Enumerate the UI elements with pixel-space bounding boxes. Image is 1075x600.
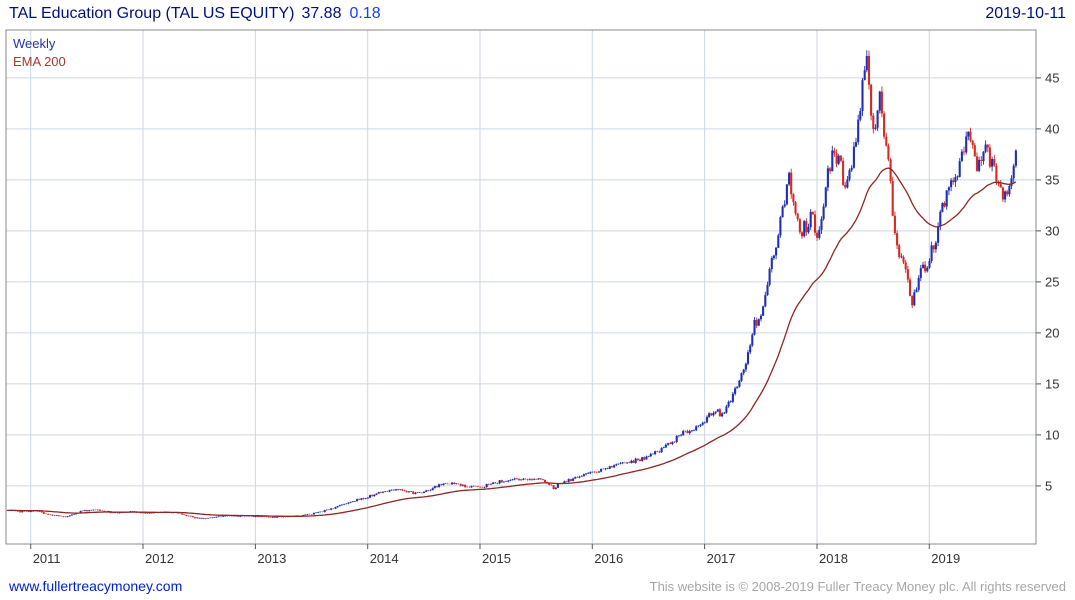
chart-date: 2019-10-11 xyxy=(985,5,1066,22)
y-axis-label: 10 xyxy=(1045,427,1059,442)
page-footer: www.fullertreacymoney.com This website i… xyxy=(0,572,1075,600)
x-axis-label: 2012 xyxy=(145,551,174,566)
copyright-text: This website is © 2008-2019 Fuller Treac… xyxy=(649,578,1066,594)
x-axis-label: 2015 xyxy=(482,551,511,566)
x-axis-label: 2016 xyxy=(594,551,623,566)
x-axis-label: 2011 xyxy=(33,551,61,566)
chart-header: TAL Education Group (TAL US EQUITY) 37.88… xyxy=(0,0,1075,28)
y-axis-label: 5 xyxy=(1045,478,1052,493)
y-axis-label: 40 xyxy=(1045,121,1059,136)
last-price: 37.88 xyxy=(301,5,342,22)
y-axis-label: 15 xyxy=(1045,376,1059,391)
chart-area[interactable]: 5 10 15 20 25 30 35 40 45 2011 2012 2013 2014 2015 201… xyxy=(0,28,1075,572)
price-change: 0.18 xyxy=(349,5,381,22)
x-axis-label: 2014 xyxy=(370,551,399,566)
y-axis-label: 25 xyxy=(1045,274,1059,289)
x-axis-label: 2017 xyxy=(707,551,736,566)
x-axis-label: 2013 xyxy=(257,551,286,566)
x-axis-label: 2019 xyxy=(931,551,960,566)
instrument-title: TAL Education Group (TAL US EQUITY) xyxy=(9,5,295,22)
y-axis-label: 30 xyxy=(1045,223,1059,238)
site-link[interactable]: www.fullertreacymoney.com xyxy=(9,578,183,594)
y-axis-label: 35 xyxy=(1045,172,1059,187)
y-axis-label: 45 xyxy=(1045,70,1059,85)
instrument-heading: TAL Education Group (TAL US EQUITY) 37.88… xyxy=(9,5,381,23)
x-axis-label: 2018 xyxy=(819,551,848,566)
price-chart-svg[interactable]: 5 10 15 20 25 30 35 40 45 2011 2012 2013 2014 2015 201… xyxy=(0,28,1075,572)
y-axis-label: 20 xyxy=(1045,325,1059,340)
